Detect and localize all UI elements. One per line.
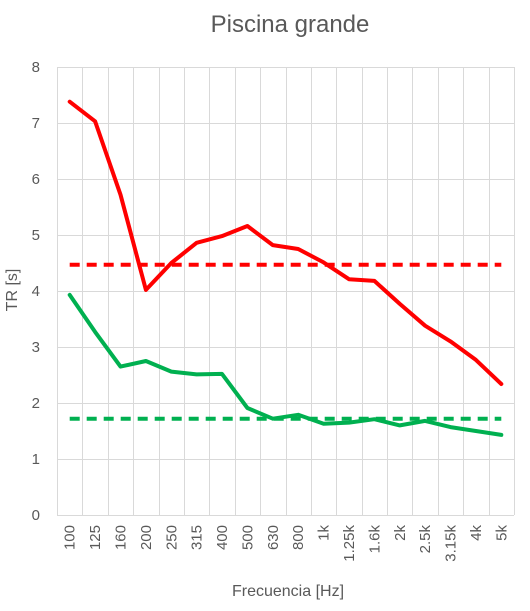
x-tick-label: 1.6k (366, 525, 383, 554)
x-tick-label: 1k (316, 525, 333, 541)
x-tick-label: 160 (112, 525, 129, 550)
x-tick-label: 100 (62, 525, 79, 550)
gridlines (57, 67, 515, 516)
series-lines (67, 99, 504, 437)
x-tick-label: 800 (290, 525, 307, 550)
y-tick-label: 8 (32, 59, 40, 76)
x-tick-label: 315 (189, 525, 206, 550)
y-tick-label: 2 (32, 395, 40, 412)
x-tick-label: 2.5k (417, 525, 434, 554)
x-tick-label: 4k (468, 525, 485, 541)
x-tick-label: 2k (392, 525, 409, 541)
x-tick-label: 630 (265, 525, 282, 550)
y-tick-label: 6 (32, 171, 40, 188)
y-axis-title: TR [s] (4, 269, 21, 312)
y-tick-label: 3 (32, 339, 40, 356)
x-tick-label: 3.15k (443, 525, 460, 562)
x-tick-label: 5k (493, 525, 510, 541)
x-axis-title: Frecuencia [Hz] (232, 583, 344, 600)
chart-title: Piscina grande (211, 11, 370, 38)
y-axis-tick-labels: 0 1 2 3 4 5 6 7 8 (32, 59, 40, 524)
x-tick-label: 400 (214, 525, 231, 550)
x-tick-label: 250 (163, 525, 180, 550)
x-axis-tick-labels: 100 125 160 200 250 315 400 500 630 800 1k 1.25k 1.6… (62, 525, 511, 562)
x-tick-label: 125 (87, 525, 104, 550)
y-tick-label: 1 (32, 451, 40, 468)
x-tick-label: 1.25k (341, 525, 358, 562)
series-line-0 (67, 99, 504, 386)
y-tick-label: 7 (32, 115, 40, 132)
series-line-1 (67, 292, 504, 437)
y-tick-label: 4 (32, 283, 40, 300)
y-tick-label: 0 (32, 507, 40, 524)
x-tick-label: 200 (138, 525, 155, 550)
y-tick-label: 5 (32, 227, 40, 244)
x-tick-label: 500 (239, 525, 256, 550)
